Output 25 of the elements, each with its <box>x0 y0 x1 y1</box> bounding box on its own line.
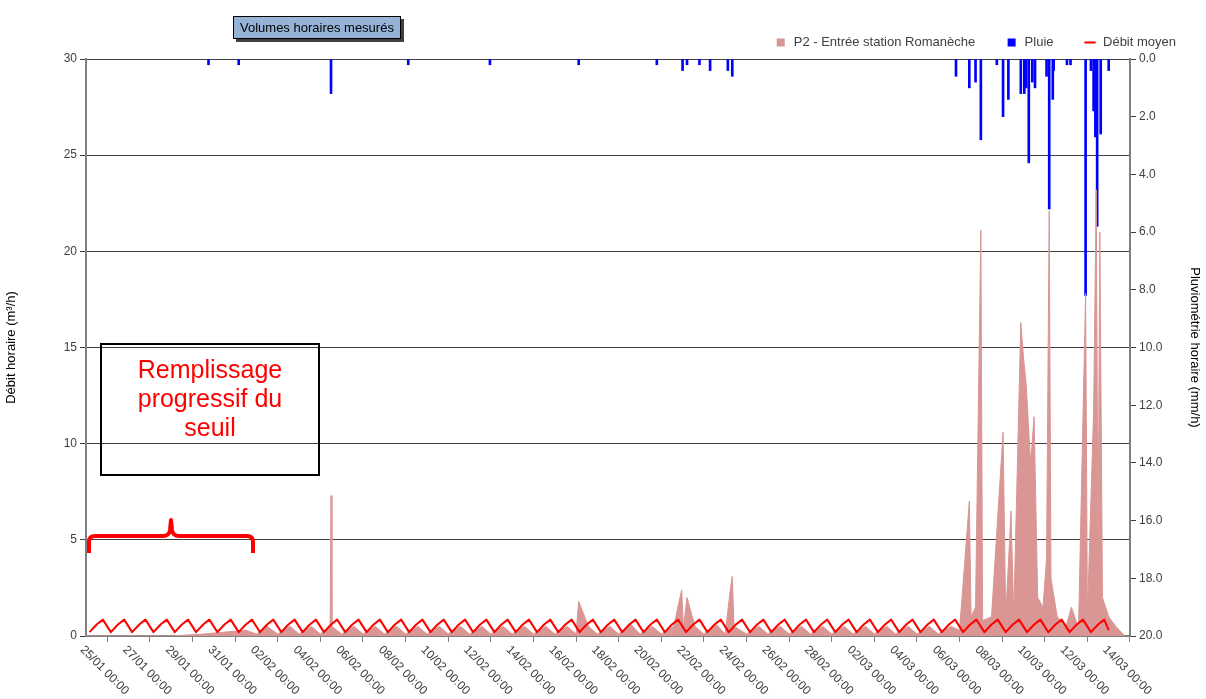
y-axis-title: Débit horaire (m³/h) <box>3 291 19 404</box>
y-tick-label: 0 <box>70 628 78 643</box>
y2-tick-label: 14.0 <box>1139 455 1163 470</box>
y2-tick-label: 18.0 <box>1139 570 1163 585</box>
y2-tick-label: 8.0 <box>1139 282 1157 297</box>
y2-tick-label: 10.0 <box>1139 339 1163 354</box>
y2-tick-label: 20.0 <box>1139 628 1163 643</box>
y2-tick-label: 4.0 <box>1139 166 1157 181</box>
legend-label: Débit moyen <box>1103 34 1177 50</box>
y2-tick-label: 6.0 <box>1139 224 1157 239</box>
annotation: Remplissage progressif du seuil <box>100 343 320 476</box>
y-tick-label: 30 <box>63 51 78 66</box>
y-tick-label: 20 <box>63 243 78 258</box>
y-tick-label: 25 <box>63 147 78 162</box>
y2-axis-title: Pluviométrie horaire (mm/h) <box>1187 267 1203 428</box>
y2-tick-label: 12.0 <box>1139 397 1163 412</box>
y2-tick-label: 2.0 <box>1139 109 1157 124</box>
legend-label: P2 - Entrée station Romanèche <box>793 34 976 50</box>
y2-tick-label: 16.0 <box>1139 512 1163 527</box>
y-tick-label: 10 <box>63 435 78 450</box>
y2-tick-label: 0.0 <box>1139 51 1157 66</box>
legend-label: Pluie <box>1024 34 1054 50</box>
y-tick-label: 5 <box>70 532 78 547</box>
y-tick-label: 15 <box>63 339 78 354</box>
chart-title: Volumes horaires mesurés <box>233 16 401 39</box>
